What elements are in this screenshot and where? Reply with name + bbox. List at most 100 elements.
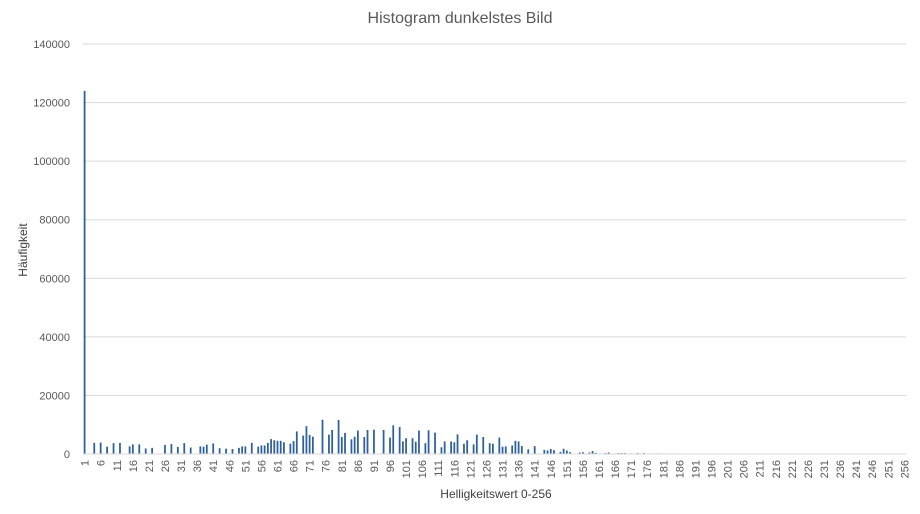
histogram-bar <box>492 443 494 454</box>
x-tick-label: 176 <box>642 460 654 478</box>
histogram-bar <box>527 449 530 454</box>
histogram-bar <box>250 442 253 454</box>
histogram-bar <box>144 448 147 454</box>
y-tick-label: 140000 <box>33 39 70 51</box>
histogram-bar <box>99 442 102 454</box>
x-tick-label: 196 <box>707 460 719 478</box>
x-tick-label: 231 <box>819 460 831 478</box>
histogram-bar <box>295 431 298 454</box>
histogram-bar <box>238 447 240 454</box>
histogram-bar <box>112 443 115 454</box>
histogram-bar <box>302 435 305 454</box>
x-tick-label: 171 <box>626 460 638 478</box>
x-tick-label: 221 <box>787 460 799 478</box>
x-tick-label: 186 <box>674 460 686 478</box>
histogram-bar <box>93 442 96 454</box>
x-tick-label: 51 <box>240 460 252 472</box>
x-tick-label: 216 <box>771 460 783 478</box>
histogram-bar <box>488 443 491 454</box>
x-tick-label: 11 <box>112 460 124 471</box>
histogram-bar <box>328 434 330 454</box>
bars <box>83 90 732 455</box>
histogram-bar <box>212 443 215 454</box>
x-tick-label: 46 <box>224 460 236 472</box>
histogram-bar <box>244 446 247 454</box>
x-tick-label: 126 <box>481 460 493 478</box>
histogram-bar <box>189 447 192 454</box>
histogram-bar <box>170 444 173 454</box>
y-axis-ticks: 0 20000 40000 60000 80000 100000 120000 140000 <box>33 39 70 461</box>
y-tick-label: 0 <box>64 449 70 461</box>
histogram-bar <box>205 444 208 454</box>
histogram-bar <box>559 451 562 454</box>
histogram-bar <box>373 429 375 454</box>
histogram-bar <box>266 442 269 454</box>
histogram-bar <box>543 449 546 454</box>
histogram-bar <box>260 445 263 454</box>
histogram-bar <box>411 438 414 454</box>
histogram-bar <box>594 452 597 454</box>
histogram-bar <box>392 425 395 454</box>
x-tick-label: 96 <box>385 460 397 472</box>
histogram-bar <box>119 442 121 454</box>
histogram-bar <box>511 445 514 454</box>
histogram-bar <box>453 442 456 454</box>
x-tick-label: 156 <box>578 460 590 478</box>
histogram-bar <box>164 444 166 454</box>
histogram-bar <box>202 446 205 454</box>
y-tick-label: 80000 <box>39 215 70 227</box>
histogram-bar <box>183 443 186 454</box>
x-tick-label: 6 <box>96 460 108 466</box>
x-tick-label: 206 <box>739 460 751 478</box>
histogram-bar <box>549 449 552 454</box>
x-tick-label: 66 <box>289 460 301 472</box>
x-tick-label: 131 <box>498 460 510 478</box>
x-tick-label: 1 <box>80 460 92 466</box>
x-tick-label: 36 <box>192 460 204 472</box>
y-tick-label: 60000 <box>39 273 70 285</box>
histogram-bar <box>427 430 430 454</box>
histogram-bar <box>128 446 131 454</box>
histogram-bar <box>356 430 359 454</box>
histogram-bar <box>279 440 282 454</box>
histogram-bar <box>475 434 478 454</box>
x-tick-label: 101 <box>401 460 413 478</box>
histogram-bar <box>305 426 308 454</box>
histogram-bar <box>418 430 420 454</box>
x-tick-label: 81 <box>337 460 349 472</box>
x-tick-label: 201 <box>723 460 735 478</box>
histogram-bar <box>337 420 340 454</box>
histogram-bar <box>434 432 436 454</box>
x-tick-label: 106 <box>417 460 429 478</box>
histogram-bar <box>517 441 520 454</box>
histogram-bar <box>565 450 568 454</box>
histogram-bar <box>231 449 234 454</box>
x-tick-label: 41 <box>208 460 220 472</box>
histogram-bar <box>440 447 443 454</box>
histogram-bar <box>353 436 356 454</box>
x-tick-label: 31 <box>176 460 188 472</box>
histogram-bar <box>340 437 343 454</box>
histogram-bar <box>443 441 446 454</box>
x-tick-label: 241 <box>851 460 863 478</box>
y-axis-title: Häufigkeit <box>16 223 30 277</box>
y-tick-label: 120000 <box>33 98 70 110</box>
x-tick-label: 116 <box>449 460 461 478</box>
histogram-bar <box>398 427 401 454</box>
chart-title: Histogram dunkelstes Bild <box>368 10 553 27</box>
x-tick-label: 256 <box>899 460 911 478</box>
x-tick-label: 146 <box>546 460 558 478</box>
histogram-bar <box>106 446 108 454</box>
histogram-bar <box>270 439 272 454</box>
histogram-bar <box>463 443 465 454</box>
histogram-bar <box>241 446 244 454</box>
gridlines <box>83 43 906 396</box>
histogram-bar <box>553 450 555 454</box>
x-tick-label: 246 <box>867 460 879 478</box>
x-tick-label: 211 <box>755 460 767 478</box>
histogram-bar <box>350 439 353 454</box>
histogram-bar <box>591 451 594 454</box>
histogram-bar <box>151 447 154 454</box>
x-axis-title: Helligkeitswert 0-256 <box>440 487 552 501</box>
histogram-bar <box>308 434 311 454</box>
